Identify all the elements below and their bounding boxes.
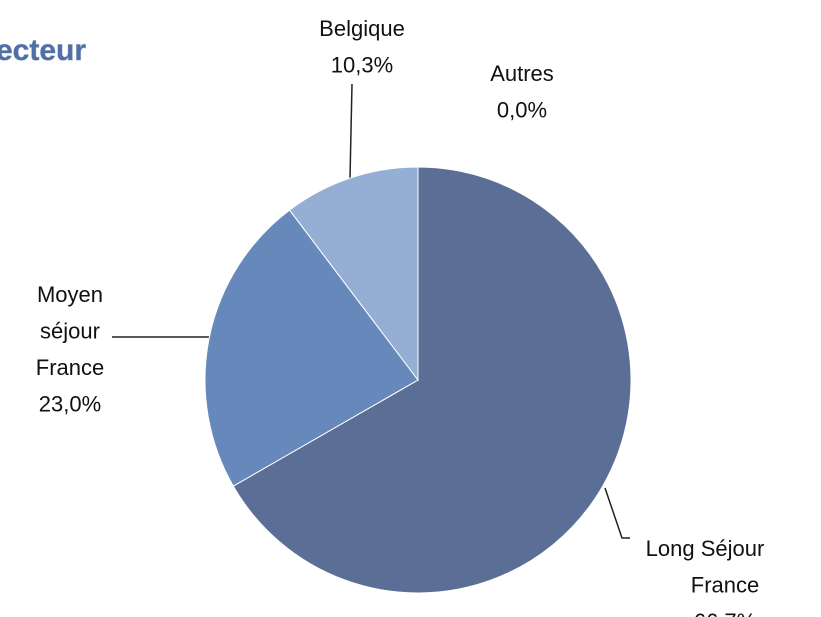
- pie-slice: [232, 166, 632, 594]
- leader-line: [604, 487, 630, 539]
- slice-label: Autres: [490, 61, 554, 86]
- slice-label: Belgique: [319, 16, 405, 41]
- chart-title: ecteur: [0, 34, 86, 67]
- slice-value-label: 66,7%: [694, 609, 756, 617]
- slice-label: Long Séjour France: [646, 536, 765, 598]
- slice-value-label: 10,3%: [331, 52, 393, 77]
- pie-slice: [288, 166, 419, 382]
- leader-line: [349, 83, 353, 179]
- slice-value-label: 23,0%: [39, 391, 101, 416]
- slice-label: Moyen séjour France: [36, 282, 104, 380]
- pie-slice: [204, 209, 419, 487]
- slice-value-label: 0,0%: [497, 97, 547, 122]
